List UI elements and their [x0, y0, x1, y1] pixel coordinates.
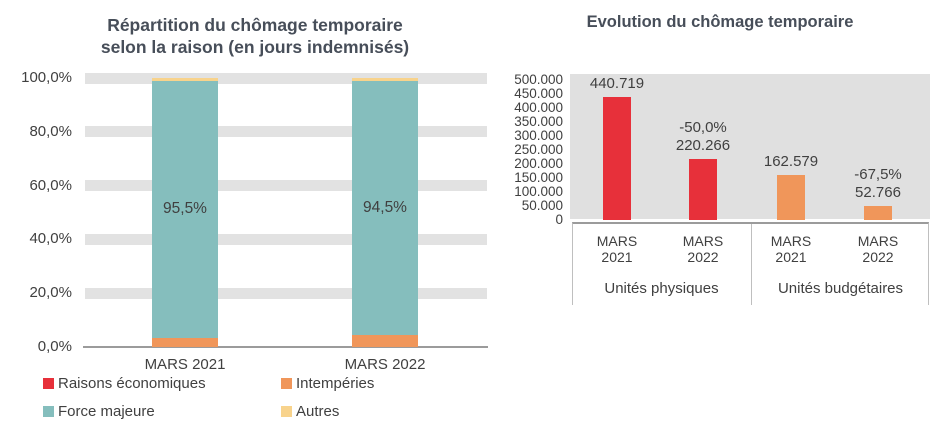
legend-marker [281, 378, 292, 389]
category-label: MARS 2022 [682, 233, 724, 265]
y-axis-tick-label: 0 [555, 212, 563, 227]
group-label-unites-physiques: Unités physiques [604, 280, 719, 297]
evolution-chart-title: Evolution du chômage temporaire [586, 13, 854, 31]
bar-value-label: 94,5% [363, 198, 407, 216]
value-bar [603, 97, 631, 221]
repartition-title-line1: Répartition du chômage temporaire [107, 15, 403, 35]
y-axis-tick-label: 200.000 [514, 156, 563, 171]
repartition-x-axis-line [83, 346, 488, 348]
y-axis-tick-label: 500.000 [514, 72, 563, 87]
x-axis-category-label: MARS 2021 [144, 356, 226, 373]
category-group-divider [751, 224, 752, 305]
y-axis-tick-label: 250.000 [514, 142, 563, 157]
bar-value-label: -67,5% 52.766 [854, 165, 902, 201]
y-axis-tick-label: 80,0% [29, 122, 72, 140]
legend-label: Raisons économiques [58, 375, 206, 392]
y-axis-tick-label: 100.000 [514, 184, 563, 199]
y-axis-tick-label: 0,0% [37, 338, 72, 355]
bar-value-label: 162.579 [763, 152, 819, 170]
value-bar [689, 158, 717, 221]
group-label-unites-budgetaires: Unités budgétaires [777, 280, 904, 297]
y-axis-tick-label: 400.000 [514, 100, 563, 115]
repartition-plot: 0,0% 20,0% 40,0% 60,0% 80,0% 100,0% 95,5% MARS … [21, 69, 487, 420]
x-axis-category-label: MARS 2022 [344, 356, 426, 373]
y-axis-tick-label: 100,0% [21, 69, 72, 86]
gridline-band [85, 126, 487, 138]
bar-segment [152, 80, 218, 338]
y-axis-tick-label: 50.000 [521, 198, 563, 213]
bar-value-label: 95,5% [163, 200, 207, 218]
legend-label: Autres [296, 403, 340, 420]
bar-segment [152, 337, 218, 347]
bar-value-label: 440.719 [589, 75, 645, 93]
legend-marker [43, 406, 54, 417]
repartition-title-line2: selon la raison (en jours indemnisés) [100, 37, 410, 57]
y-axis-tick-label: 20,0% [29, 284, 72, 302]
bar-segment [352, 80, 418, 335]
bar-value-label: -50,0% 220.266 [675, 118, 731, 154]
y-axis-tick-label: 300.000 [514, 128, 563, 143]
category-label: MARS 2021 [770, 233, 812, 265]
category-label: MARS 2022 [857, 233, 899, 265]
bar-segment [352, 78, 418, 81]
y-axis-tick-label: 350.000 [514, 114, 563, 129]
bar-segment [352, 334, 418, 347]
value-bar [864, 205, 892, 221]
y-axis-tick-label: 40,0% [29, 230, 72, 248]
legend-label: Force majeure [58, 403, 155, 420]
y-axis-tick-label: 60,0% [29, 176, 72, 194]
evolution-category-axis: Unités physiques Unités budgétaires MARS… [572, 222, 929, 305]
legend-label: Intempéries [296, 375, 375, 392]
bar-segment [152, 78, 218, 81]
category-label: MARS 2021 [596, 233, 638, 265]
gridline-band [85, 233, 487, 245]
gridline-band [85, 287, 487, 299]
gridline-band [85, 180, 487, 192]
repartition-chart-title: Répartition du chômage temporaire selon … [10, 14, 500, 58]
y-axis-tick-label: 450.000 [514, 86, 563, 101]
gridline-band [85, 72, 487, 84]
y-axis-tick-label: 150.000 [514, 170, 563, 185]
legend-marker [281, 406, 292, 417]
value-bar [777, 174, 805, 221]
legend-marker [43, 378, 54, 389]
